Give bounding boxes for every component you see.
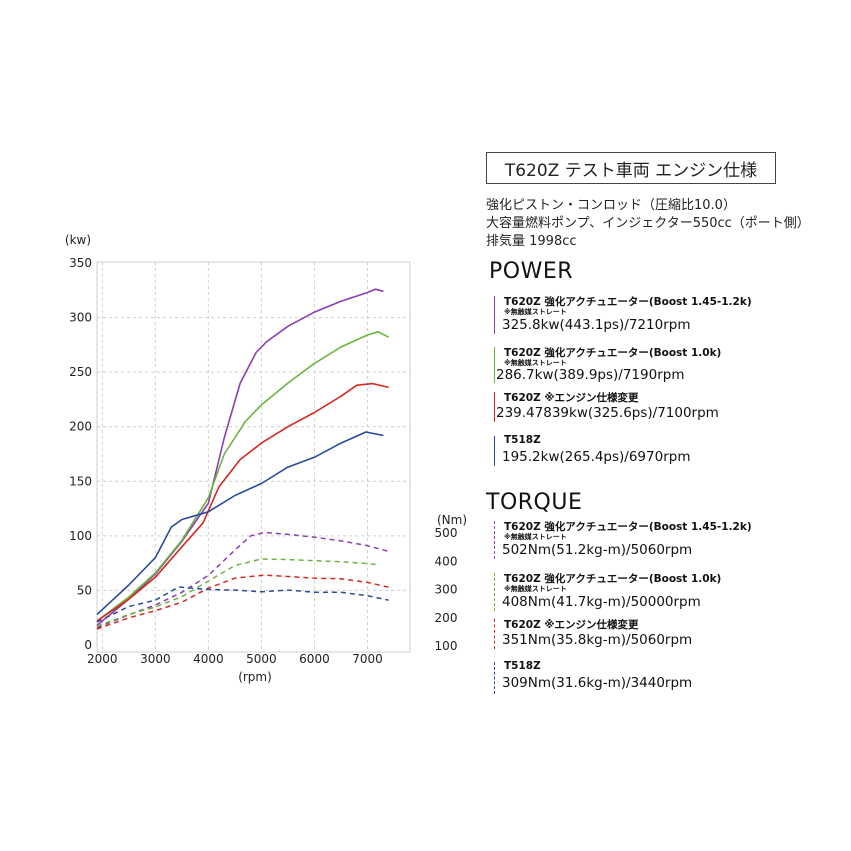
legend-value: 239.47839kw(325.6ps)/7100rpm [496, 405, 719, 421]
y-tick-right-100: 100 [435, 639, 458, 653]
x-tick-7000: 7000 [352, 652, 383, 666]
plot-frame [96, 261, 411, 653]
y-tick-left-250: 250 [69, 365, 92, 379]
spec-line-3: 排気量 1998cc [486, 234, 577, 249]
legend-swatch [494, 347, 495, 383]
x-tick-6000: 6000 [299, 652, 330, 666]
spec-line-2: 大容量燃料ポンプ、インジェクター550cc（ポート側） [486, 216, 810, 231]
legend-name: T518Z [504, 434, 541, 446]
legend-swatch [494, 392, 495, 422]
chart-title: T620Z テスト車両 エンジン仕様 [504, 160, 758, 181]
legend-name: T620Z 強化アクチュエーター(Boost 1.45-1.2k) [504, 521, 752, 533]
y-tick-left-300: 300 [69, 311, 92, 325]
y-tick-left-150: 150 [69, 474, 92, 488]
legend-note: ※無触媒ストレート [504, 308, 567, 316]
legend-name: T620Z ※エンジン仕様変更 [504, 619, 639, 631]
chart-axes: (kw) 0 50 100 150 200 250 300 350 (Nm) 100 200 300 40… [65, 233, 467, 684]
power-line-1 [96, 331, 390, 622]
y-axis-right-label: (Nm) [437, 513, 467, 527]
y-axis-left-label: (kw) [65, 233, 91, 247]
y-tick-right-500: 500 [435, 526, 458, 540]
legend-swatch [494, 619, 495, 649]
x-tick-4000: 4000 [193, 652, 224, 666]
chart-title-box: T620Z テスト車両 エンジン仕様 [486, 152, 776, 184]
legend-name: T620Z 強化アクチュエーター(Boost 1.0k) [504, 573, 722, 585]
torque-line-3 [96, 586, 389, 623]
y-tick-right-200: 200 [435, 611, 458, 625]
legend-name: T620Z ※エンジン仕様変更 [504, 392, 639, 404]
chart-grid [96, 261, 411, 653]
power-heading: POWER [489, 259, 574, 284]
y-tick-left-350: 350 [69, 256, 92, 270]
legend-swatch [494, 521, 495, 559]
spec-line-1: 強化ピストン・コンロッド（圧縮比10.0） [486, 198, 736, 213]
legend-swatch [494, 662, 495, 694]
legend-value: 309Nm(31.6kg-m)/3440rpm [502, 675, 693, 691]
legend-name: T620Z 強化アクチュエーター(Boost 1.45-1.2k) [504, 296, 752, 308]
legend-note: ※無触媒ストレート [504, 359, 567, 367]
legend-note: ※無触媒ストレート [504, 585, 567, 593]
x-tick-3000: 3000 [140, 652, 171, 666]
torque-line-0 [96, 531, 389, 629]
legend-value: 195.2kw(265.4ps)/6970rpm [502, 449, 691, 465]
y-tick-left-0: 0 [84, 638, 92, 652]
y-tick-left-100: 100 [69, 529, 92, 543]
x-tick-2000: 2000 [87, 652, 118, 666]
legend-note: ※無触媒ストレート [504, 533, 567, 541]
legend-swatch [494, 436, 495, 466]
legend-value: 502Nm(51.2kg-m)/5060rpm [502, 542, 693, 558]
legend-swatch [494, 296, 495, 334]
y-tick-right-300: 300 [435, 583, 458, 597]
legend-name: T518Z [504, 660, 541, 672]
chart-series [96, 288, 390, 630]
legend-value: 325.8kw(443.1ps)/7210rpm [502, 317, 691, 333]
x-tick-5000: 5000 [246, 652, 277, 666]
x-axis-label: (rpm) [238, 670, 272, 684]
power-line-3 [96, 431, 384, 615]
y-tick-left-200: 200 [69, 420, 92, 434]
y-tick-left-50: 50 [77, 583, 92, 597]
legend-swatch [494, 573, 495, 611]
legend-value: 351Nm(35.8kg-m)/5060rpm [502, 632, 693, 648]
legend-name: T620Z 強化アクチュエーター(Boost 1.0k) [504, 347, 722, 359]
torque-line-1 [96, 558, 379, 627]
y-tick-right-400: 400 [435, 554, 458, 568]
power-line-2 [96, 382, 389, 622]
legend-value: 408Nm(41.7kg-m)/50000rpm [502, 594, 701, 610]
torque-line-2 [96, 574, 389, 630]
torque-heading: TORQUE [486, 490, 583, 515]
legend-value: 286.7kw(389.9ps)/7190rpm [496, 367, 685, 383]
